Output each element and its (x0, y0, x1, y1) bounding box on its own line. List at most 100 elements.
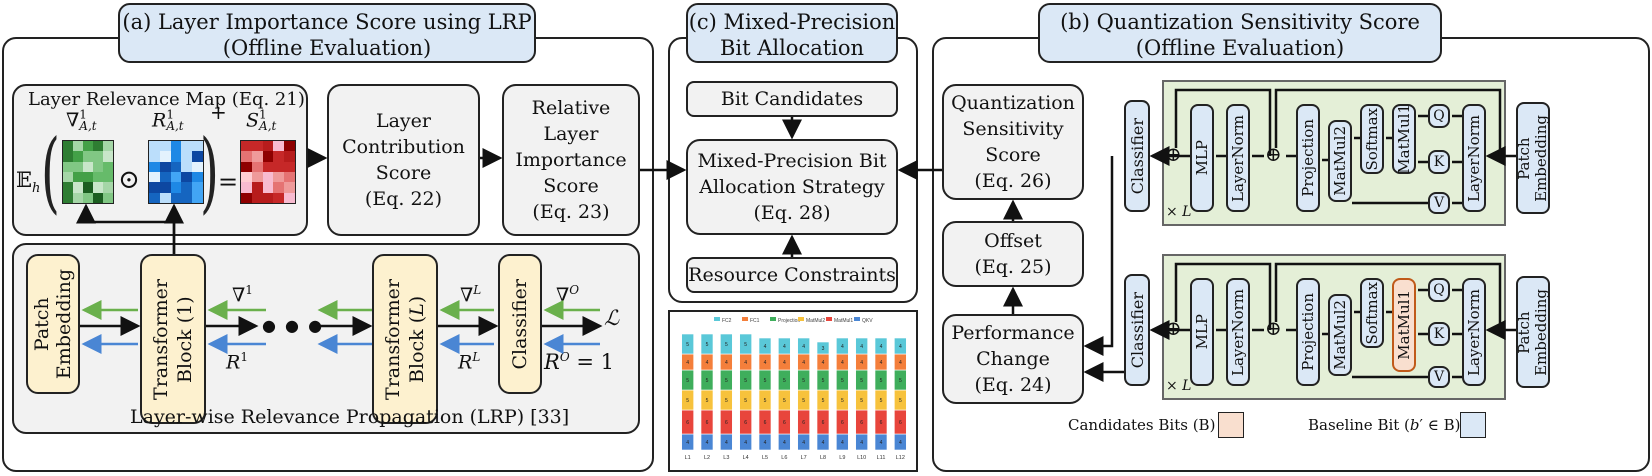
mlp-top: MLP (1190, 104, 1214, 212)
chart-data-label: 6 (686, 420, 689, 426)
legend-baseline-label: Baseline Bit (b′ ∈ B) (1308, 416, 1461, 434)
chart-data-label: 4 (783, 344, 786, 350)
heatmap-cell (93, 141, 103, 152)
chart-bar-segment (778, 337, 791, 355)
chart-data-label: 5 (686, 398, 689, 404)
softmax-bottom: Softmax (1360, 278, 1384, 348)
heatmap-cell (262, 141, 274, 152)
chart-legend-swatch (714, 317, 720, 321)
chart-data-label: 5 (899, 378, 902, 384)
chart-data-label: 5 (802, 378, 805, 384)
oplus-bottom-1: ⊕ (1165, 316, 1182, 340)
projection-top: Projection (1296, 104, 1320, 212)
contribution-line1: Layer (375, 110, 431, 132)
heatmap-cell (192, 172, 203, 183)
heatmap-cell (170, 141, 182, 152)
mlp-bottom: MLP (1190, 278, 1214, 386)
chart-x-tick-label: L3 (723, 455, 729, 461)
matmul2-bottom: MatMul2 (1328, 294, 1352, 376)
chart-data-label: 4 (841, 360, 844, 366)
chart-data-label: 6 (841, 420, 844, 426)
lrp-caption: Layer-wise Relevance Propagation (LRP) [… (130, 406, 570, 428)
heatmap-cell (241, 141, 252, 152)
performance-change-box: Performance Change (Eq. 24) (942, 314, 1084, 404)
chart-data-label: 5 (880, 378, 883, 384)
heatmap-cell (192, 141, 203, 152)
classifier-block-lrp: Classifier (498, 254, 542, 394)
heatmap-cell (241, 161, 252, 172)
chart-bar-segment (797, 337, 810, 355)
softmax-top: Softmax (1360, 104, 1384, 174)
chart-data-label: 5 (744, 398, 747, 404)
projection-bottom: Projection (1296, 278, 1320, 386)
chart-bar-segment (816, 341, 830, 355)
panel-b-title-line2: (Offline Evaluation) (1135, 36, 1345, 60)
chart-x-tick-label: L5 (762, 455, 768, 461)
heatmap-cell (181, 192, 193, 203)
heatmap-cell (159, 141, 171, 152)
chart-x-tick-label: L4 (743, 455, 749, 461)
chart-data-label: 5 (686, 378, 689, 384)
heatmap-cell (170, 182, 182, 193)
chart-data-label: 4 (802, 360, 805, 366)
heatmap-cell (273, 192, 285, 203)
layer-contribution-score-box: Layer Contribution Score (Eq. 22) (327, 84, 480, 236)
open-paren: ( (41, 120, 60, 223)
heatmap-cell (93, 151, 103, 162)
heatmap-cell (63, 161, 73, 172)
chart-legend-swatch (742, 317, 748, 321)
chart-bar-segment (874, 337, 888, 355)
loss-label: ℒ (604, 306, 620, 330)
chart-data-label: 6 (783, 420, 786, 426)
chart-bar-segment (836, 337, 849, 355)
chart-data-label: 6 (725, 420, 728, 426)
chart-legend-swatch (798, 317, 804, 321)
chart-legend-label: QKV (862, 318, 873, 324)
heatmap-cell (241, 182, 252, 193)
chart-data-label: 6 (860, 420, 863, 426)
chart-data-label: 5 (783, 398, 786, 404)
legend-candidates-swatch (1218, 412, 1244, 438)
chart-data-label: 4 (899, 440, 902, 446)
chart-data-label: 3 (822, 346, 825, 352)
chart-data-label: 4 (860, 360, 863, 366)
contribution-line4: (Eq. 22) (364, 188, 443, 210)
heatmap-cell (73, 161, 83, 172)
heatmap-cell (159, 161, 171, 172)
chart-data-label: 5 (860, 378, 863, 384)
times-L-bottom: × L (1166, 378, 1192, 394)
heatmap-cell (284, 192, 295, 203)
heatmap-cell (192, 151, 203, 162)
panel-c-title-line2: Bit Allocation (719, 36, 865, 60)
layernorm-bottom-1: LayerNorm (1226, 278, 1250, 386)
chart-data-label: 5 (841, 378, 844, 384)
heatmap-cell (251, 141, 263, 152)
chart-bar-segment (700, 333, 714, 355)
transformer-block-L: Transformer Block (L) (372, 254, 438, 424)
grad-1-label: ∇1 (232, 283, 253, 307)
k-top: K (1428, 150, 1450, 174)
chart-data-label: 4 (764, 344, 767, 350)
allocation-strategy-box: Mixed-Precision Bit Allocation Strategy … (686, 139, 898, 235)
heatmap-cell (63, 141, 73, 152)
panel-a-title-line1: (a) Layer Importance Score using LRP (122, 10, 532, 34)
contribution-line3: Score (375, 162, 432, 184)
heatmap-cell (149, 141, 160, 152)
chart-bar-segment (758, 337, 772, 355)
heatmap-cell (251, 161, 263, 172)
patch-embedding-bottom: Patch Embedding (1515, 276, 1550, 388)
chart-x-tick-label: L11 (877, 455, 886, 461)
heatmap-cell (181, 141, 193, 152)
chart-data-label: 5 (725, 378, 728, 384)
chart-data-label: 4 (725, 440, 728, 446)
heatmap-cell (103, 151, 113, 162)
heatmap-cell (159, 192, 171, 203)
chart-data-label: 5 (880, 398, 883, 404)
chart-data-label: 4 (802, 440, 805, 446)
heatmap-cell (103, 182, 113, 193)
relative-importance-score-box: Relative Layer Importance Score (Eq. 23) (502, 84, 640, 236)
chart-legend-label: MatMul2 (806, 318, 825, 324)
chart-legend-swatch (770, 317, 776, 321)
relevance-r-label: R1 A,t (152, 108, 184, 134)
heatmap-cell (181, 182, 193, 193)
